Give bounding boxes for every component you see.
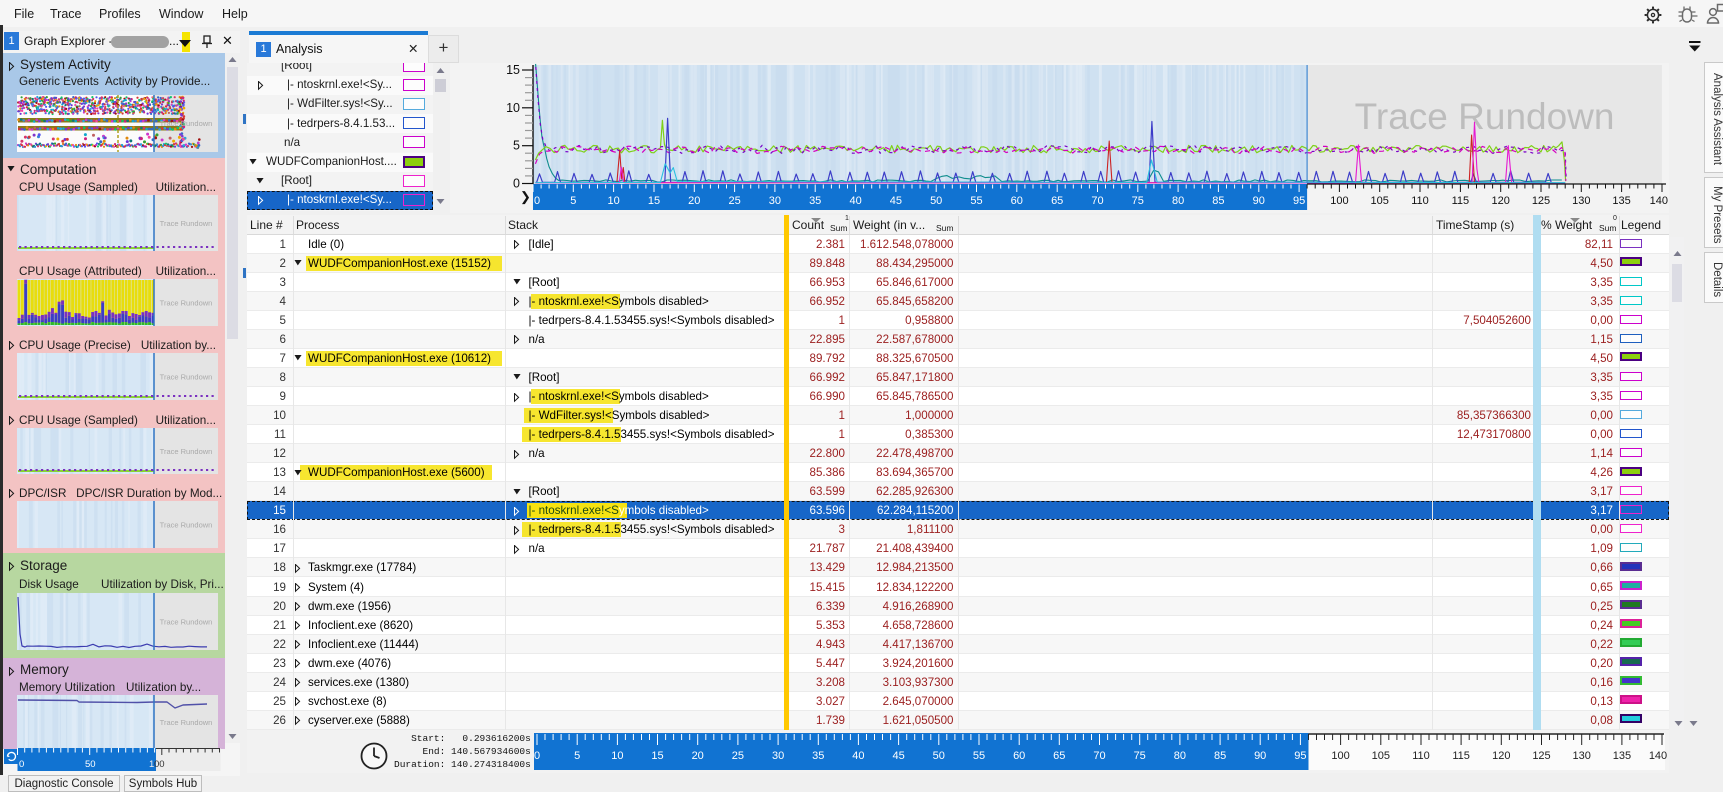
svg-text:95: 95 <box>1294 750 1306 762</box>
svg-text:5: 5 <box>570 195 576 207</box>
svg-text:45: 45 <box>890 195 902 207</box>
svg-text:135: 135 <box>1613 750 1631 762</box>
svg-text:Trace Rundown: Trace Rundown <box>160 219 213 228</box>
svg-text:70: 70 <box>1091 195 1103 207</box>
svg-text:105: 105 <box>1371 195 1389 207</box>
svg-text:00: 00 <box>154 759 165 770</box>
svg-text:110: 110 <box>1411 195 1429 207</box>
svg-text:0: 0 <box>534 195 540 207</box>
svg-text:Trace Rundown: Trace Rundown <box>160 447 213 456</box>
svg-text:60: 60 <box>1011 195 1023 207</box>
svg-text:10: 10 <box>611 750 623 762</box>
svg-text:90: 90 <box>1254 750 1266 762</box>
svg-text:60: 60 <box>1013 750 1025 762</box>
svg-text:Trace Rundown: Trace Rundown <box>160 119 213 128</box>
svg-text:85: 85 <box>1214 750 1226 762</box>
svg-text:1: 1 <box>149 759 154 770</box>
svg-text:35: 35 <box>809 195 821 207</box>
svg-text:Trace Rundown: Trace Rundown <box>1355 96 1615 137</box>
svg-text:20: 20 <box>692 750 704 762</box>
svg-text:30: 30 <box>772 750 784 762</box>
svg-text:125: 125 <box>1532 750 1550 762</box>
svg-text:40: 40 <box>852 750 864 762</box>
svg-text:125: 125 <box>1532 195 1550 207</box>
svg-text:115: 115 <box>1452 195 1470 207</box>
svg-text:0: 0 <box>513 177 520 191</box>
svg-text:15: 15 <box>506 63 520 77</box>
svg-text:Trace Rundown: Trace Rundown <box>160 718 213 727</box>
svg-text:50: 50 <box>85 759 96 770</box>
svg-text:❯: ❯ <box>520 189 531 205</box>
svg-text:130: 130 <box>1572 195 1590 207</box>
svg-text:105: 105 <box>1372 750 1390 762</box>
svg-text:140: 140 <box>1650 195 1668 207</box>
svg-text:90: 90 <box>1253 195 1265 207</box>
svg-text:30: 30 <box>769 195 781 207</box>
svg-text:120: 120 <box>1492 195 1510 207</box>
svg-text:5: 5 <box>513 139 520 153</box>
svg-text:15: 15 <box>651 750 663 762</box>
svg-text:70: 70 <box>1093 750 1105 762</box>
svg-text:135: 135 <box>1612 195 1630 207</box>
svg-text:5: 5 <box>574 750 580 762</box>
svg-text:0: 0 <box>534 750 540 762</box>
svg-text:75: 75 <box>1134 750 1146 762</box>
svg-text:25: 25 <box>732 750 744 762</box>
svg-text:140: 140 <box>1649 750 1667 762</box>
svg-text:15: 15 <box>648 195 660 207</box>
svg-text:55: 55 <box>973 750 985 762</box>
svg-text:25: 25 <box>728 195 740 207</box>
svg-text:50: 50 <box>933 750 945 762</box>
svg-text:75: 75 <box>1132 195 1144 207</box>
svg-text:130: 130 <box>1573 750 1591 762</box>
svg-text:80: 80 <box>1174 750 1186 762</box>
svg-text:Trace Rundown: Trace Rundown <box>160 521 213 530</box>
svg-text:35: 35 <box>812 750 824 762</box>
svg-text:20: 20 <box>688 195 700 207</box>
svg-text:10: 10 <box>506 101 520 115</box>
svg-text:65: 65 <box>1053 750 1065 762</box>
svg-text:Trace Rundown: Trace Rundown <box>160 618 213 627</box>
svg-text:50: 50 <box>930 195 942 207</box>
svg-text:85: 85 <box>1212 195 1224 207</box>
svg-text:10: 10 <box>607 195 619 207</box>
svg-text:55: 55 <box>970 195 982 207</box>
svg-text:120: 120 <box>1492 750 1510 762</box>
svg-text:100: 100 <box>1330 195 1348 207</box>
svg-text:40: 40 <box>849 195 861 207</box>
svg-text:0: 0 <box>19 759 24 770</box>
svg-text:Trace Rundown: Trace Rundown <box>160 299 213 308</box>
svg-text:65: 65 <box>1051 195 1063 207</box>
svg-text:95: 95 <box>1293 195 1305 207</box>
svg-text:Trace Rundown: Trace Rundown <box>160 373 213 382</box>
svg-text:110: 110 <box>1412 750 1430 762</box>
svg-text:80: 80 <box>1172 195 1184 207</box>
svg-text:45: 45 <box>892 750 904 762</box>
svg-text:100: 100 <box>1331 750 1349 762</box>
svg-text:115: 115 <box>1452 750 1470 762</box>
